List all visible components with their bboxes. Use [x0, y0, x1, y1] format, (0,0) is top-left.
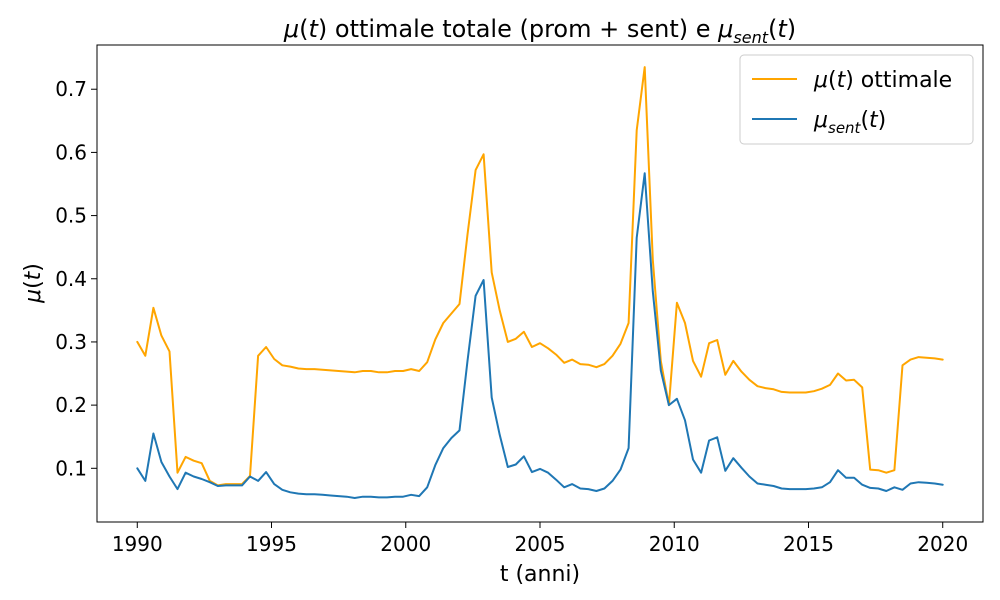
legend: μ(t) ottimale μsent(t)	[739, 54, 974, 145]
y-tick-label: 0.7	[55, 77, 87, 101]
series-line-0	[136, 66, 944, 487]
plot-area: 1990 1995 2000 2005 2010 2015 2020 0.10.20.30.…	[55, 44, 984, 556]
x-tick-label: 2005	[515, 532, 566, 556]
legend-label-mu-sent: μsent(t)	[813, 108, 886, 137]
x-tick-label: 2000	[380, 532, 431, 556]
x-tick-label: 2010	[649, 532, 700, 556]
y-tick-label: 0.6	[55, 140, 87, 164]
x-axis-ticks: 1990 1995 2000 2005 2010 2015 2020	[112, 522, 968, 556]
x-tick-label: 2020	[917, 532, 968, 556]
y-tick-label: 0.4	[55, 267, 87, 291]
y-axis-label: μ(t)	[21, 263, 46, 304]
y-tick-label: 0.2	[55, 393, 87, 417]
x-tick-label: 2015	[783, 532, 834, 556]
legend-box	[739, 54, 974, 145]
chart-title: μ(t) ottimale totale (prom + sent) e μse…	[283, 15, 796, 47]
y-axis-ticks: 0.1 0.2 0.3 0.4 0.5 0.6 0.7	[55, 77, 97, 480]
x-axis-label: t (anni)	[500, 562, 580, 587]
x-tick-label: 1990	[112, 532, 163, 556]
x-tick-label: 1995	[246, 532, 297, 556]
legend-label-mu-ottimale: μ(t) ottimale	[813, 68, 952, 93]
series-layer	[136, 66, 944, 499]
y-tick-label: 0.5	[55, 204, 87, 228]
series-line-1	[136, 172, 944, 499]
y-tick-label: 0.1	[55, 456, 87, 480]
y-tick-label: 0.3	[55, 330, 87, 354]
